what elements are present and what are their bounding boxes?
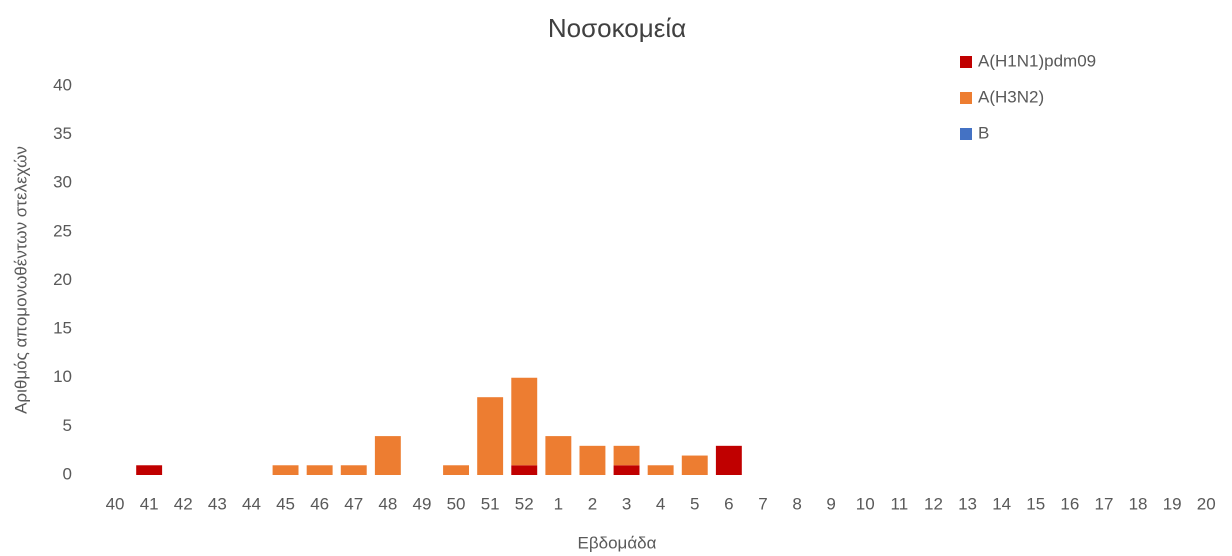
legend-label: A(H3N2) <box>978 87 1044 106</box>
x-tick-label: 13 <box>958 494 977 513</box>
bar-segment <box>136 465 163 475</box>
bar-segment <box>340 465 367 475</box>
bar-segment <box>306 465 333 475</box>
y-axis-label: Αριθμός απομονωθέντων στελεχών <box>11 146 30 414</box>
x-tick-label: 49 <box>412 494 431 513</box>
x-tick-label: 8 <box>792 494 801 513</box>
x-tick-label: 40 <box>106 494 125 513</box>
bar-segment <box>374 436 401 475</box>
x-tick-label: 43 <box>208 494 227 513</box>
bar-segment <box>681 455 708 475</box>
x-tick-label: 41 <box>140 494 159 513</box>
x-tick-label: 47 <box>344 494 363 513</box>
x-tick-label: 44 <box>242 494 261 513</box>
legend-swatch <box>960 92 972 104</box>
x-tick-label: 3 <box>622 494 631 513</box>
x-tick-label: 9 <box>826 494 835 513</box>
y-tick-label: 5 <box>63 416 72 435</box>
x-tick-label: 16 <box>1060 494 1079 513</box>
legend-label: A(H1N1)pdm09 <box>978 51 1096 70</box>
bar-segment <box>511 377 538 466</box>
x-tick-label: 17 <box>1094 494 1113 513</box>
bar-segment <box>715 445 742 475</box>
x-tick-label: 15 <box>1026 494 1045 513</box>
bar-segment <box>477 397 504 475</box>
x-tick-label: 6 <box>724 494 733 513</box>
x-tick-label: 12 <box>924 494 943 513</box>
x-tick-label: 5 <box>690 494 699 513</box>
y-tick-label: 25 <box>53 221 72 240</box>
x-tick-label: 18 <box>1129 494 1148 513</box>
y-tick-label: 20 <box>53 270 72 289</box>
bar-segment <box>613 465 640 475</box>
bar-segment <box>647 465 674 475</box>
x-tick-label: 4 <box>656 494 665 513</box>
y-tick-label: 30 <box>53 173 72 192</box>
bar-segment <box>511 465 538 475</box>
x-tick-label: 50 <box>447 494 466 513</box>
legend-swatch <box>960 56 972 68</box>
x-tick-label: 51 <box>481 494 500 513</box>
x-tick-label: 20 <box>1197 494 1216 513</box>
x-tick-label: 1 <box>554 494 563 513</box>
y-tick-label: 10 <box>53 367 72 386</box>
x-tick-label: 42 <box>174 494 193 513</box>
y-tick-label: 15 <box>53 319 72 338</box>
bar-segment <box>443 465 470 475</box>
chart-title: Νοσοκομεία <box>548 13 686 43</box>
bar-segment <box>545 436 572 475</box>
bar-segment <box>579 445 606 475</box>
x-tick-label: 48 <box>378 494 397 513</box>
x-tick-label: 46 <box>310 494 329 513</box>
legend-swatch <box>960 128 972 140</box>
x-tick-label: 11 <box>891 494 909 513</box>
y-tick-label: 0 <box>63 464 72 483</box>
legend-label: B <box>978 123 989 142</box>
bar-segment <box>272 465 299 475</box>
y-tick-label: 40 <box>53 75 72 94</box>
x-tick-label: 52 <box>515 494 534 513</box>
x-tick-label: 19 <box>1163 494 1182 513</box>
x-tick-label: 14 <box>992 494 1011 513</box>
x-tick-label: 45 <box>276 494 295 513</box>
x-tick-label: 7 <box>758 494 767 513</box>
x-axis-label: Εβδομάδα <box>578 533 657 552</box>
y-tick-label: 35 <box>53 124 72 143</box>
x-tick-label: 2 <box>588 494 597 513</box>
bar-segment <box>613 445 640 466</box>
x-tick-label: 10 <box>856 494 875 513</box>
